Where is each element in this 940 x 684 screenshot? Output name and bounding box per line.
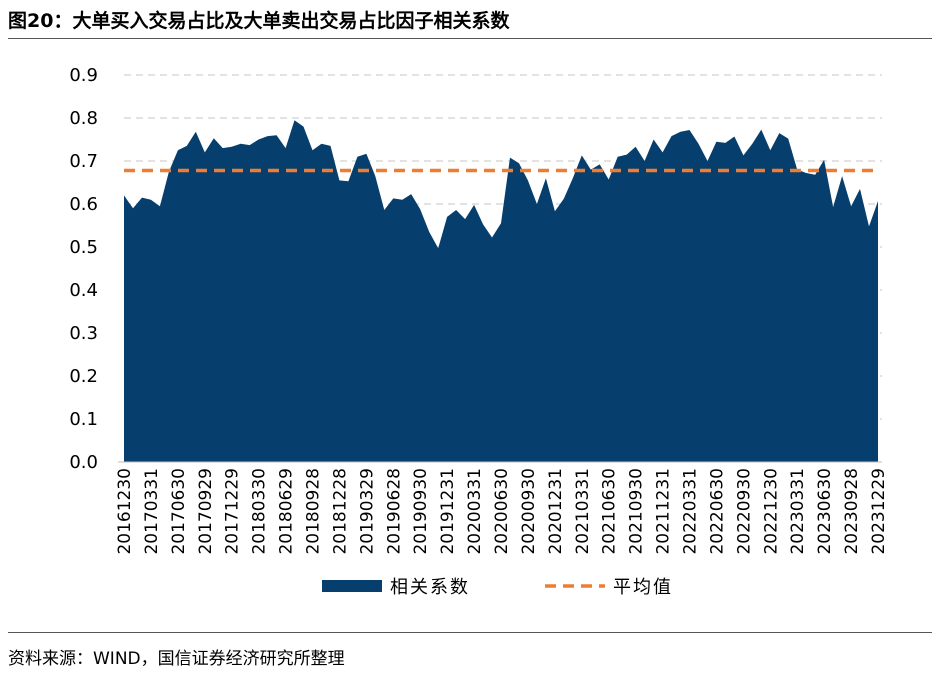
x-tick-label: 20200630 (492, 468, 512, 555)
legend-swatch-correlation (322, 580, 382, 592)
x-tick-label: 20230928 (842, 468, 862, 555)
y-tick-label: 0.5 (69, 237, 98, 258)
x-tick-label: 20210930 (627, 468, 647, 555)
legend: 相关系数 平均值 (322, 577, 673, 598)
area-series (124, 120, 878, 462)
x-tick-label: 20181228 (330, 468, 350, 555)
x-tick-label: 20220630 (707, 468, 727, 555)
x-tick-label: 20200331 (465, 468, 485, 555)
y-tick-label: 0.0 (69, 452, 98, 473)
x-tick-label: 20200930 (519, 468, 539, 555)
x-tick-label: 20210331 (573, 468, 593, 555)
x-tick-label: 20230630 (815, 468, 835, 555)
x-tick-label: 20230331 (788, 468, 808, 555)
x-tick-label: 20220331 (681, 468, 701, 555)
x-tick-label: 20190628 (384, 468, 404, 555)
x-tick-label: 20221230 (761, 468, 781, 555)
x-tick-label: 20190930 (411, 468, 431, 555)
x-tick-label: 20171229 (223, 468, 243, 555)
x-tick-label: 20231229 (869, 468, 889, 555)
x-tick-label: 20201231 (546, 468, 566, 555)
x-tick-label: 20180629 (277, 468, 297, 555)
x-tick-label: 20191231 (438, 468, 458, 555)
y-tick-label: 0.6 (69, 194, 98, 215)
y-axis-ticks: 0.0 0.1 0.2 0.3 0.4 0.5 0.6 0.7 0.8 0.9 (69, 65, 98, 473)
area-correlation (124, 120, 878, 462)
y-tick-label: 0.7 (69, 151, 98, 172)
x-tick-label: 20210630 (600, 468, 620, 555)
footer-rule (8, 632, 932, 633)
figure-title: 图20：大单买入交易占比及大单卖出交易占比因子相关系数 (8, 10, 510, 32)
x-tick-label: 20211231 (654, 468, 674, 555)
x-axis-ticks: 20161230 20170331 20170630 20170929 20171229… (115, 468, 889, 555)
legend-label-correlation: 相关系数 (390, 577, 470, 598)
x-tick-label: 20170630 (169, 468, 189, 555)
y-tick-label: 0.2 (69, 366, 98, 387)
x-tick-label: 20170929 (196, 468, 216, 555)
chart: 0.00.10.20.30.40.50.60.70.80.9 20161230 2… (69, 65, 889, 598)
y-tick-label: 0.8 (69, 108, 98, 129)
y-tick-label: 0.9 (69, 65, 98, 86)
x-tick-label: 20180928 (304, 468, 324, 555)
x-tick-label: 20190329 (357, 468, 377, 555)
x-tick-label: 20161230 (115, 468, 135, 555)
x-tick-label: 20170331 (142, 468, 162, 555)
y-tick-label: 0.1 (69, 409, 98, 430)
x-tick-label: 20220930 (734, 468, 754, 555)
y-tick-label: 0.3 (69, 323, 98, 344)
legend-label-mean: 平均值 (613, 577, 673, 598)
source-note: 资料来源：WIND，国信证券经济研究所整理 (8, 649, 345, 669)
y-tick-label: 0.4 (69, 280, 98, 301)
x-tick-label: 20180330 (250, 468, 270, 555)
title-rule (8, 38, 932, 39)
